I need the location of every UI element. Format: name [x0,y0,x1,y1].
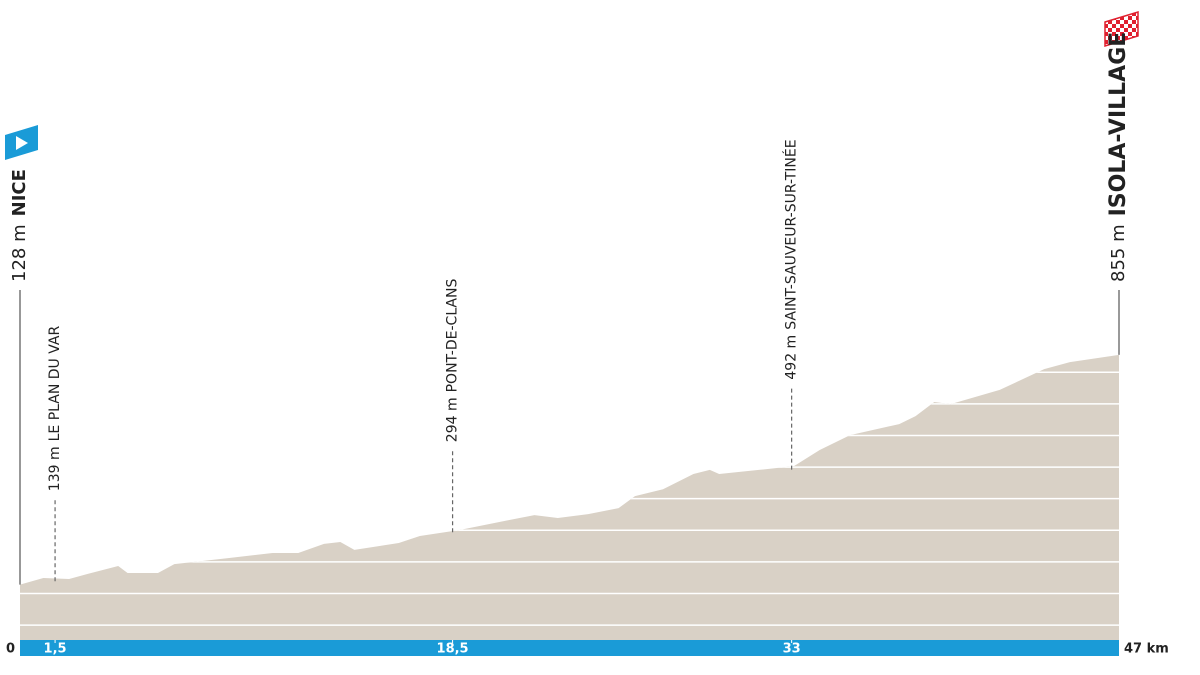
waypoint-name: LE PLAN DU VAR [47,325,63,441]
x-tick-label: 18,5 [437,642,469,657]
start-flag [5,125,38,160]
start-name: NICE [9,169,30,216]
start-elevation: 128 m [9,224,30,282]
x-tick-label: 33 [783,642,801,657]
waypoint-label: 492 m SAINT-SAUVEUR-SUR-TINÉE [783,139,800,379]
waypoint-name: PONT-DE-CLANS [445,279,461,393]
finish-name: ISOLA-VILLAGE [1106,32,1131,217]
x-tick-label: 0 [6,642,15,657]
waypoint-name: SAINT-SAUVEUR-SUR-TINÉE [783,139,800,329]
distance-bar [20,640,1119,656]
finish-label: 855 m ISOLA-VILLAGE [1106,32,1131,282]
finish-elevation: 855 m [1108,224,1129,282]
waypoint-label: 139 m LE PLAN DU VAR [47,325,63,491]
x-tick-label: 47 km [1124,642,1169,657]
waypoint-label: 294 m PONT-DE-CLANS [445,279,461,443]
waypoint-elevation: 492 m [784,335,800,380]
finish-flag [1104,10,1139,48]
x-tick-label: 1,5 [44,642,67,657]
waypoint-elevation: 139 m [47,446,63,491]
elevation-area [20,354,1119,640]
waypoint-elevation: 294 m [445,397,461,442]
start-label: 128 m NICE [9,169,30,282]
